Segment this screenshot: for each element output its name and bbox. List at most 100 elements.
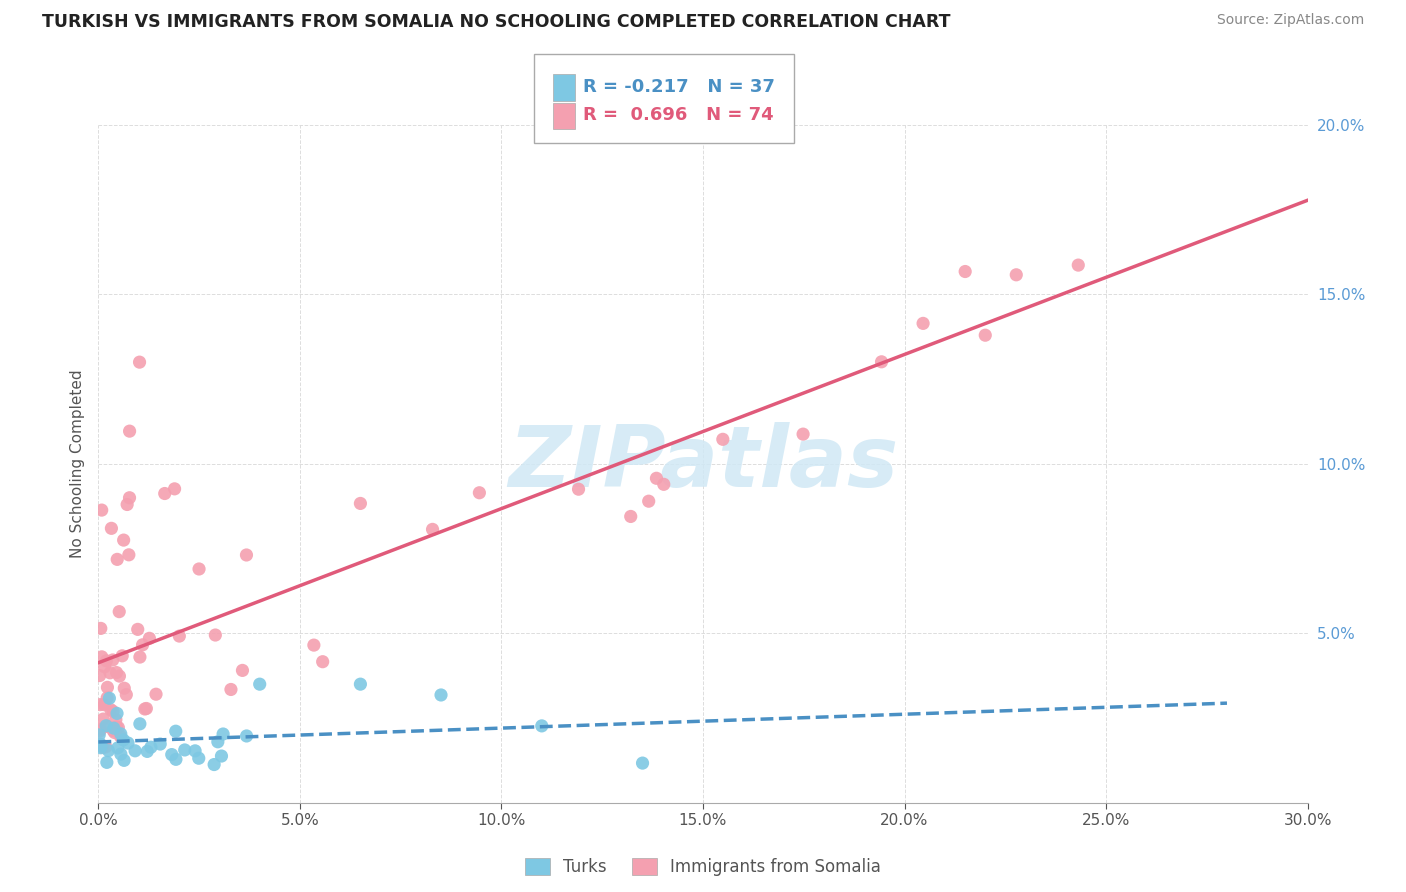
Point [631, 756, 654, 770]
Point [108, 669, 131, 683]
Point [131, 638, 153, 652]
Point [235, 548, 257, 562]
Point [974, 328, 997, 343]
Point [235, 729, 257, 743]
Point [108, 605, 131, 619]
Point [100, 521, 122, 535]
Point [430, 688, 453, 702]
Point [89, 668, 111, 682]
Point [136, 744, 159, 758]
Point [101, 723, 124, 738]
Point [103, 721, 125, 735]
Point [115, 688, 138, 702]
Point [90, 503, 112, 517]
Point [90, 738, 112, 752]
Point [105, 706, 128, 721]
Point [105, 720, 128, 734]
Point [94, 739, 117, 754]
Point [105, 552, 128, 566]
Point [118, 548, 141, 562]
Point [101, 705, 124, 719]
Text: R = -0.217   N = 37: R = -0.217 N = 37 [583, 78, 775, 96]
Point [160, 747, 183, 762]
Point [105, 665, 128, 680]
Point [165, 752, 187, 766]
Point [110, 727, 132, 741]
Point [90, 723, 112, 737]
Point [169, 629, 191, 643]
Point [219, 682, 242, 697]
Point [302, 638, 325, 652]
Point [637, 494, 659, 508]
Point [127, 623, 149, 637]
Point [90, 649, 112, 664]
Point [204, 628, 226, 642]
Point [96, 690, 118, 705]
Point [98, 691, 121, 706]
Point [112, 753, 135, 767]
Point [1067, 258, 1090, 272]
Point [93, 660, 115, 674]
Point [97, 719, 120, 733]
Point [101, 653, 124, 667]
Point [100, 703, 122, 717]
Point [91, 740, 114, 755]
Point [1005, 268, 1028, 282]
Point [912, 317, 935, 331]
Point [110, 730, 132, 744]
Text: R =  0.696   N = 74: R = 0.696 N = 74 [583, 106, 775, 124]
Point [118, 424, 141, 438]
Point [96, 719, 118, 733]
Y-axis label: No Schooling Completed: No Schooling Completed [69, 369, 84, 558]
Point [96, 681, 118, 695]
Point [124, 744, 146, 758]
Point [112, 681, 135, 696]
Point [128, 355, 150, 369]
Point [97, 744, 120, 758]
Point [187, 751, 209, 765]
Point [149, 737, 172, 751]
Point [96, 654, 118, 668]
Point [89, 724, 111, 739]
Point [93, 698, 115, 712]
Point [90, 739, 112, 753]
Point [98, 665, 121, 680]
Point [139, 740, 162, 755]
Point [231, 664, 253, 678]
Point [311, 655, 333, 669]
Point [212, 727, 235, 741]
Point [652, 477, 675, 491]
Point [91, 712, 114, 726]
Point [173, 743, 195, 757]
Point [145, 687, 167, 701]
Point [90, 740, 112, 755]
Point [165, 724, 187, 739]
Point [128, 716, 150, 731]
Point [96, 756, 118, 770]
Point [89, 728, 111, 742]
Point [112, 533, 135, 547]
Point [89, 698, 111, 712]
Point [138, 632, 160, 646]
Point [134, 702, 156, 716]
Point [103, 725, 125, 739]
Point [90, 621, 112, 635]
Point [207, 735, 229, 749]
Point [188, 562, 211, 576]
Text: Source: ZipAtlas.com: Source: ZipAtlas.com [1216, 13, 1364, 28]
Point [645, 471, 668, 485]
Point [104, 713, 127, 727]
Point [107, 740, 129, 755]
Point [468, 485, 491, 500]
Point [792, 427, 814, 442]
Text: TURKISH VS IMMIGRANTS FROM SOMALIA NO SCHOOLING COMPLETED CORRELATION CHART: TURKISH VS IMMIGRANTS FROM SOMALIA NO SC… [42, 13, 950, 31]
Point [953, 264, 976, 278]
Point [112, 732, 135, 747]
Point [422, 522, 444, 536]
Point [202, 757, 225, 772]
Point [89, 737, 111, 751]
Point [117, 736, 139, 750]
Text: ZIPatlas: ZIPatlas [508, 422, 898, 506]
Point [567, 482, 589, 496]
Point [620, 509, 643, 524]
